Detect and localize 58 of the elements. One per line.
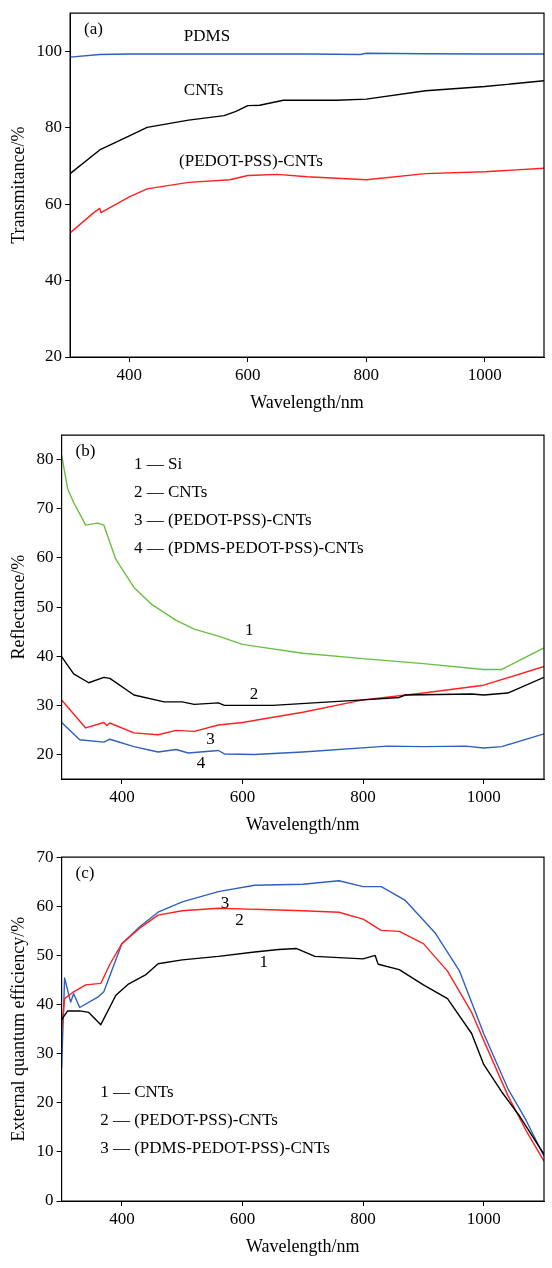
x-tick-label: 400 (109, 786, 135, 806)
annotation: 1 — Si (133, 453, 183, 473)
annotation: 2 — CNTs (133, 481, 208, 501)
chart-title: (a) (84, 19, 103, 39)
y-tick-label: 0 (45, 1190, 54, 1210)
series-label: 4 (196, 752, 206, 772)
y-tick-label: 10 (36, 1141, 54, 1161)
y-tick-label: 80 (45, 117, 63, 137)
x-tick-label: 1000 (466, 1208, 501, 1228)
x-tick-label: 1000 (467, 364, 502, 384)
series-label: CNTs (183, 80, 224, 100)
x-axis-title: Wavelength/nm (246, 1235, 360, 1256)
y-tick-label: 40 (45, 270, 63, 290)
x-tick-label: 800 (350, 1208, 376, 1228)
y-tick-label: 50 (36, 596, 54, 616)
series-label: 2 (235, 910, 244, 930)
annotation: 3 — (PDMS-PEDOT-PSS)-CNTs (100, 1138, 330, 1158)
chart-title: (b) (75, 441, 96, 461)
x-axis-title: Wavelength/nm (250, 391, 364, 412)
y-tick-label: 60 (45, 193, 63, 213)
x-axis-title: Wavelength/nm (246, 813, 360, 834)
y-tick-label: 40 (36, 994, 54, 1014)
x-tick-label: 800 (353, 364, 380, 384)
series-label: 2 (249, 683, 259, 703)
annotation: 4 — (PDMS-PEDOT-PSS)-CNTs (133, 537, 364, 557)
series-label: 1 (259, 951, 268, 971)
x-tick-label: 600 (229, 786, 256, 806)
series-label: 3 (220, 892, 230, 912)
y-tick-label: 70 (36, 846, 54, 866)
chart-title: (c) (75, 863, 95, 883)
x-tick-label: 600 (229, 1208, 256, 1228)
x-tick-label: 1000 (466, 786, 501, 806)
annotation: 1 — CNTs (100, 1082, 174, 1102)
y-tick-label: 20 (36, 1092, 54, 1112)
series-label: 1 (244, 620, 254, 640)
x-tick-label: 600 (235, 364, 261, 384)
y-tick-label: 20 (36, 743, 54, 763)
y-tick-label: 60 (36, 547, 54, 567)
y-tick-label: 30 (36, 1043, 54, 1063)
y-tick-label: 40 (36, 645, 54, 665)
x-tick-label: 400 (116, 364, 143, 384)
y-tick-label: 50 (36, 944, 54, 964)
annotation: 2 — (PEDOT-PSS)-CNTs (100, 1110, 278, 1130)
y-tick-label: 80 (36, 449, 54, 469)
y-axis-title: External quantum efficiency/% (7, 916, 28, 1142)
y-tick-label: 30 (36, 694, 54, 714)
x-tick-label: 400 (109, 1208, 135, 1228)
y-tick-label: 60 (36, 895, 54, 915)
y-axis-title: Reflectance/% (7, 554, 28, 660)
series-label: 3 (206, 728, 215, 748)
annotation: 3 — (PEDOT-PSS)-CNTs (133, 509, 312, 529)
y-tick-label: 70 (36, 498, 54, 518)
x-tick-label: 800 (350, 786, 376, 806)
y-tick-label: 100 (36, 40, 63, 60)
series-label: PDMS (183, 25, 231, 45)
y-tick-label: 20 (45, 346, 63, 366)
y-axis-title: Transmitance/% (7, 126, 28, 244)
series-label: (PEDOT-PSS)-CNTs (179, 151, 323, 171)
